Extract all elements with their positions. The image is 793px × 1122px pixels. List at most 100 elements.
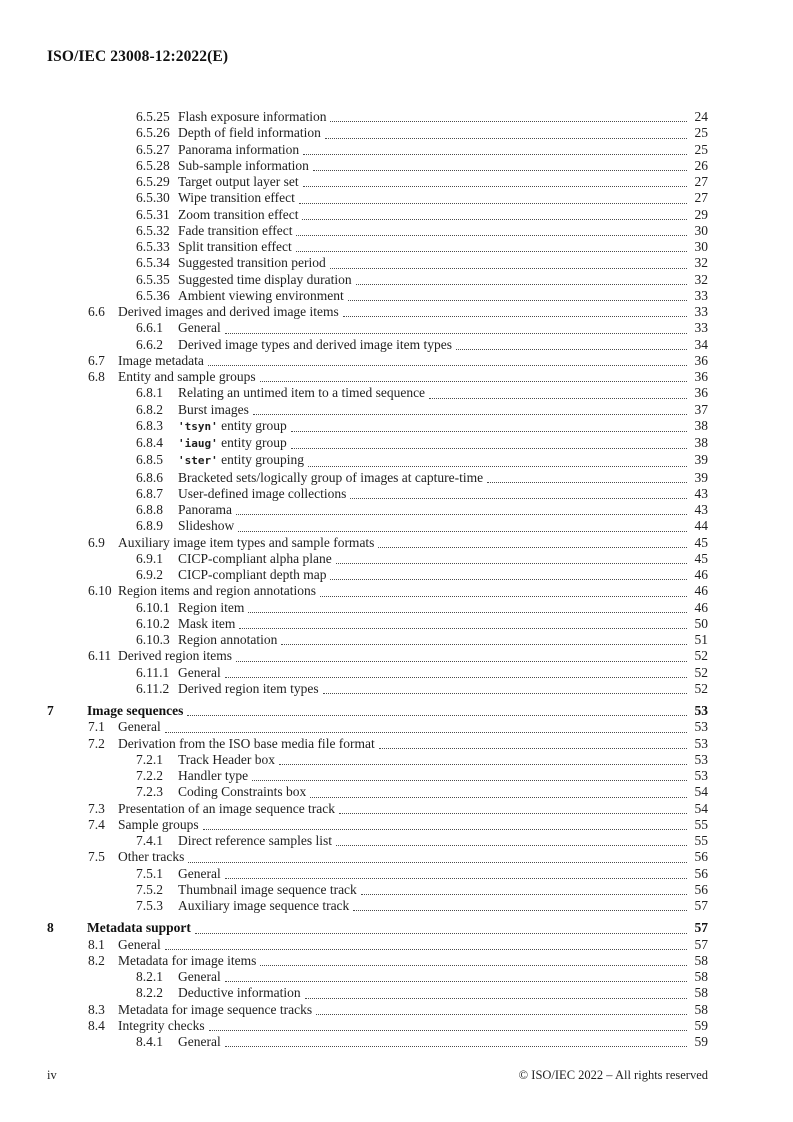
toc-entry[interactable]: 6.9.2 CICP-compliant depth map 46 xyxy=(0,567,708,583)
toc-entry-title: General xyxy=(178,969,221,984)
toc-entry[interactable]: 6.8.8 Panorama 43 xyxy=(0,502,708,518)
toc-entry[interactable]: 6.5.27 Panorama information 25 xyxy=(0,142,708,158)
toc-entry[interactable]: 6.9.1 CICP-compliant alpha plane 45 xyxy=(0,551,708,567)
toc-entry[interactable]: 6.8.9 Slideshow 44 xyxy=(0,518,708,534)
toc-entry-title: Entity and sample groups xyxy=(118,369,256,384)
toc-entry-number: 7.5.1 xyxy=(136,865,163,881)
toc-entry-page: 58 xyxy=(694,969,709,984)
toc-entry-number: 6.5.30 xyxy=(136,190,170,206)
toc-entry[interactable]: 6.11.2 Derived region item types 52 xyxy=(0,681,708,697)
toc-entry[interactable]: 6.5.35 Suggested time display duration 32 xyxy=(0,272,708,288)
toc-entry[interactable]: 6.5.33 Split transition effect 30 xyxy=(0,239,708,255)
toc-entry-title: General xyxy=(118,719,161,735)
toc-entry[interactable]: 6.8.4 'iaug' entity group 38 xyxy=(0,435,708,452)
toc-entry[interactable]: 6.5.26 Depth of field information 25 xyxy=(0,125,708,141)
dotted-leader xyxy=(224,332,687,334)
toc-entry-title: Region annotation xyxy=(178,632,278,647)
toc-entry[interactable]: 8.4.1 General 59 xyxy=(0,1034,708,1050)
toc-entry[interactable]: 7.5.3 Auxiliary image sequence track 57 xyxy=(0,898,708,914)
toc-entry-number: 7.2.3 xyxy=(136,784,163,800)
toc-entry[interactable]: 8.4 Integrity checks 59 xyxy=(0,1018,708,1034)
toc-entry[interactable]: 6.5.29 Target output layer set 27 xyxy=(0,174,708,190)
toc-entry-number: 6.5.27 xyxy=(136,141,170,157)
toc-entry[interactable]: 6.8.5 'ster' entity grouping 39 xyxy=(0,452,708,469)
toc-entry[interactable]: 6.11 Derived region items 52 xyxy=(0,648,708,664)
toc-entry[interactable]: 7.2 Derivation from the ISO base media fi… xyxy=(0,736,708,752)
toc-entry-title: Derivation from the ISO base media file … xyxy=(118,735,375,751)
toc-entry-title: Fade transition effect xyxy=(178,222,293,238)
dotted-leader xyxy=(350,498,687,499)
toc-entry[interactable]: 8.2.1 General 58 xyxy=(0,969,708,985)
toc-entry[interactable]: 7.2.2 Handler type 53 xyxy=(0,768,708,784)
toc-entry-title: CICP-compliant alpha plane xyxy=(178,550,332,566)
toc-entry-page: 57 xyxy=(694,920,709,936)
toc-entry[interactable]: 6.8.7 User-defined image collections 43 xyxy=(0,486,708,502)
toc-entry-page: 46 xyxy=(694,583,709,599)
toc-entry[interactable]: 6.11.1 General 52 xyxy=(0,665,708,681)
toc-entry-title: User-defined image collections xyxy=(178,485,347,501)
toc-entry[interactable]: 6.8.3 'tsyn' entity group 38 xyxy=(0,418,708,435)
toc-entry[interactable]: 6.5.32 Fade transition effect 30 xyxy=(0,223,708,239)
toc-entry[interactable]: 6.5.25 Flash exposure information 24 xyxy=(0,109,708,125)
toc-entry-number: 6.7 xyxy=(88,352,105,368)
toc-entry[interactable]: 8.2 Metadata for image items 58 xyxy=(0,953,708,969)
toc-entry[interactable]: 6.6.2 Derived image types and derived ima… xyxy=(0,337,708,353)
toc-entry[interactable]: 6.10.1 Region item 46 xyxy=(0,600,708,616)
toc-entry[interactable]: 6.5.34 Suggested transition period 32 xyxy=(0,255,708,271)
dotted-leader xyxy=(194,932,687,934)
dotted-leader xyxy=(429,397,687,399)
toc-entry[interactable]: 6.8.1 Relating an untimed item to a timed… xyxy=(0,385,708,401)
toc-entry[interactable]: 6.5.28 Sub-sample information 26 xyxy=(0,158,708,174)
toc-entry-title: Coding Constraints box xyxy=(178,784,307,800)
toc-entry[interactable]: 6.8.2 Burst images 37 xyxy=(0,402,708,418)
toc-entry[interactable]: 6.7 Image metadata 36 xyxy=(0,353,708,369)
toc-entry[interactable]: 6.8 Entity and sample groups 36 xyxy=(0,369,708,385)
toc-entry-title: CICP-compliant depth map xyxy=(178,567,327,582)
toc-entry-page: 39 xyxy=(694,469,709,485)
toc-entry[interactable]: 8 Metadata support 57 xyxy=(0,920,708,936)
toc-entry[interactable]: 6.6.1 General 33 xyxy=(0,320,708,336)
toc-entry[interactable]: 6.5.36 Ambient viewing environment 33 xyxy=(0,288,708,304)
toc-entry-number: 6.8.1 xyxy=(136,385,163,401)
dotted-leader xyxy=(248,611,687,613)
toc-entry[interactable]: 6.10 Region items and region annotations 4… xyxy=(0,583,708,599)
toc-entry[interactable]: 7.5.2 Thumbnail image sequence track 56 xyxy=(0,882,708,898)
toc-entry[interactable]: 7.1 General 53 xyxy=(0,719,708,735)
toc-entry[interactable]: 7.5.1 General 56 xyxy=(0,866,708,882)
toc-entry[interactable]: 6.10.2 Mask item 50 xyxy=(0,616,708,632)
toc-entry-page: 36 xyxy=(694,352,709,368)
toc-entry[interactable]: 7.2.1 Track Header box 53 xyxy=(0,752,708,768)
toc-entry[interactable]: 6.5.30 Wipe transition effect 27 xyxy=(0,190,708,206)
toc-entry[interactable]: 7.4 Sample groups 55 xyxy=(0,817,708,833)
toc-entry[interactable]: 8.1 General 57 xyxy=(0,937,708,953)
toc-entry[interactable]: 6.6 Derived images and derived image item… xyxy=(0,304,708,320)
toc-entry[interactable]: 6.5.31 Zoom transition effect 29 xyxy=(0,207,708,223)
dotted-leader xyxy=(238,530,687,532)
dotted-leader xyxy=(295,251,687,253)
toc-entry-page: 55 xyxy=(694,816,709,832)
toc-entry-page: 46 xyxy=(694,599,709,615)
toc-entry[interactable]: 7.4.1 Direct reference samples list 55 xyxy=(0,833,708,849)
toc-entry[interactable]: 6.10.3 Region annotation 51 xyxy=(0,632,708,648)
toc-entry-number: 6.11.2 xyxy=(136,680,170,696)
dotted-leader xyxy=(235,514,687,516)
toc-entry-title: Derived region item types xyxy=(178,680,319,696)
toc-entry-number: 7.5.3 xyxy=(136,898,163,913)
toc-entry-number: 7.2 xyxy=(88,735,105,751)
toc-entry[interactable]: 6.8.6 Bracketed sets/logically group of i… xyxy=(0,470,708,486)
toc-entry[interactable]: 7.5 Other tracks 56 xyxy=(0,849,708,865)
dotted-leader xyxy=(224,1046,687,1048)
toc-entry-page: 53 xyxy=(694,735,709,751)
toc-entry[interactable]: 8.3 Metadata for image sequence tracks 58 xyxy=(0,1002,708,1018)
toc-entry[interactable]: 7 Image sequences 53 xyxy=(0,703,708,719)
toc-entry[interactable]: 7.3 Presentation of an image sequence tra… xyxy=(0,801,708,817)
toc-entry[interactable]: 6.9 Auxiliary image item types and sample… xyxy=(0,535,708,551)
toc-entry[interactable]: 8.2.2 Deductive information 58 xyxy=(0,985,708,1001)
toc-entry-number: 7.1 xyxy=(88,719,105,735)
toc-entry[interactable]: 7.2.3 Coding Constraints box 54 xyxy=(0,784,708,800)
document-header-title: ISO/IEC 23008-12:2022(E) xyxy=(47,48,229,65)
toc-entry-title: 'tsyn' entity group xyxy=(178,417,287,433)
dotted-leader xyxy=(304,997,687,999)
toc-entry-page: 38 xyxy=(694,435,709,450)
